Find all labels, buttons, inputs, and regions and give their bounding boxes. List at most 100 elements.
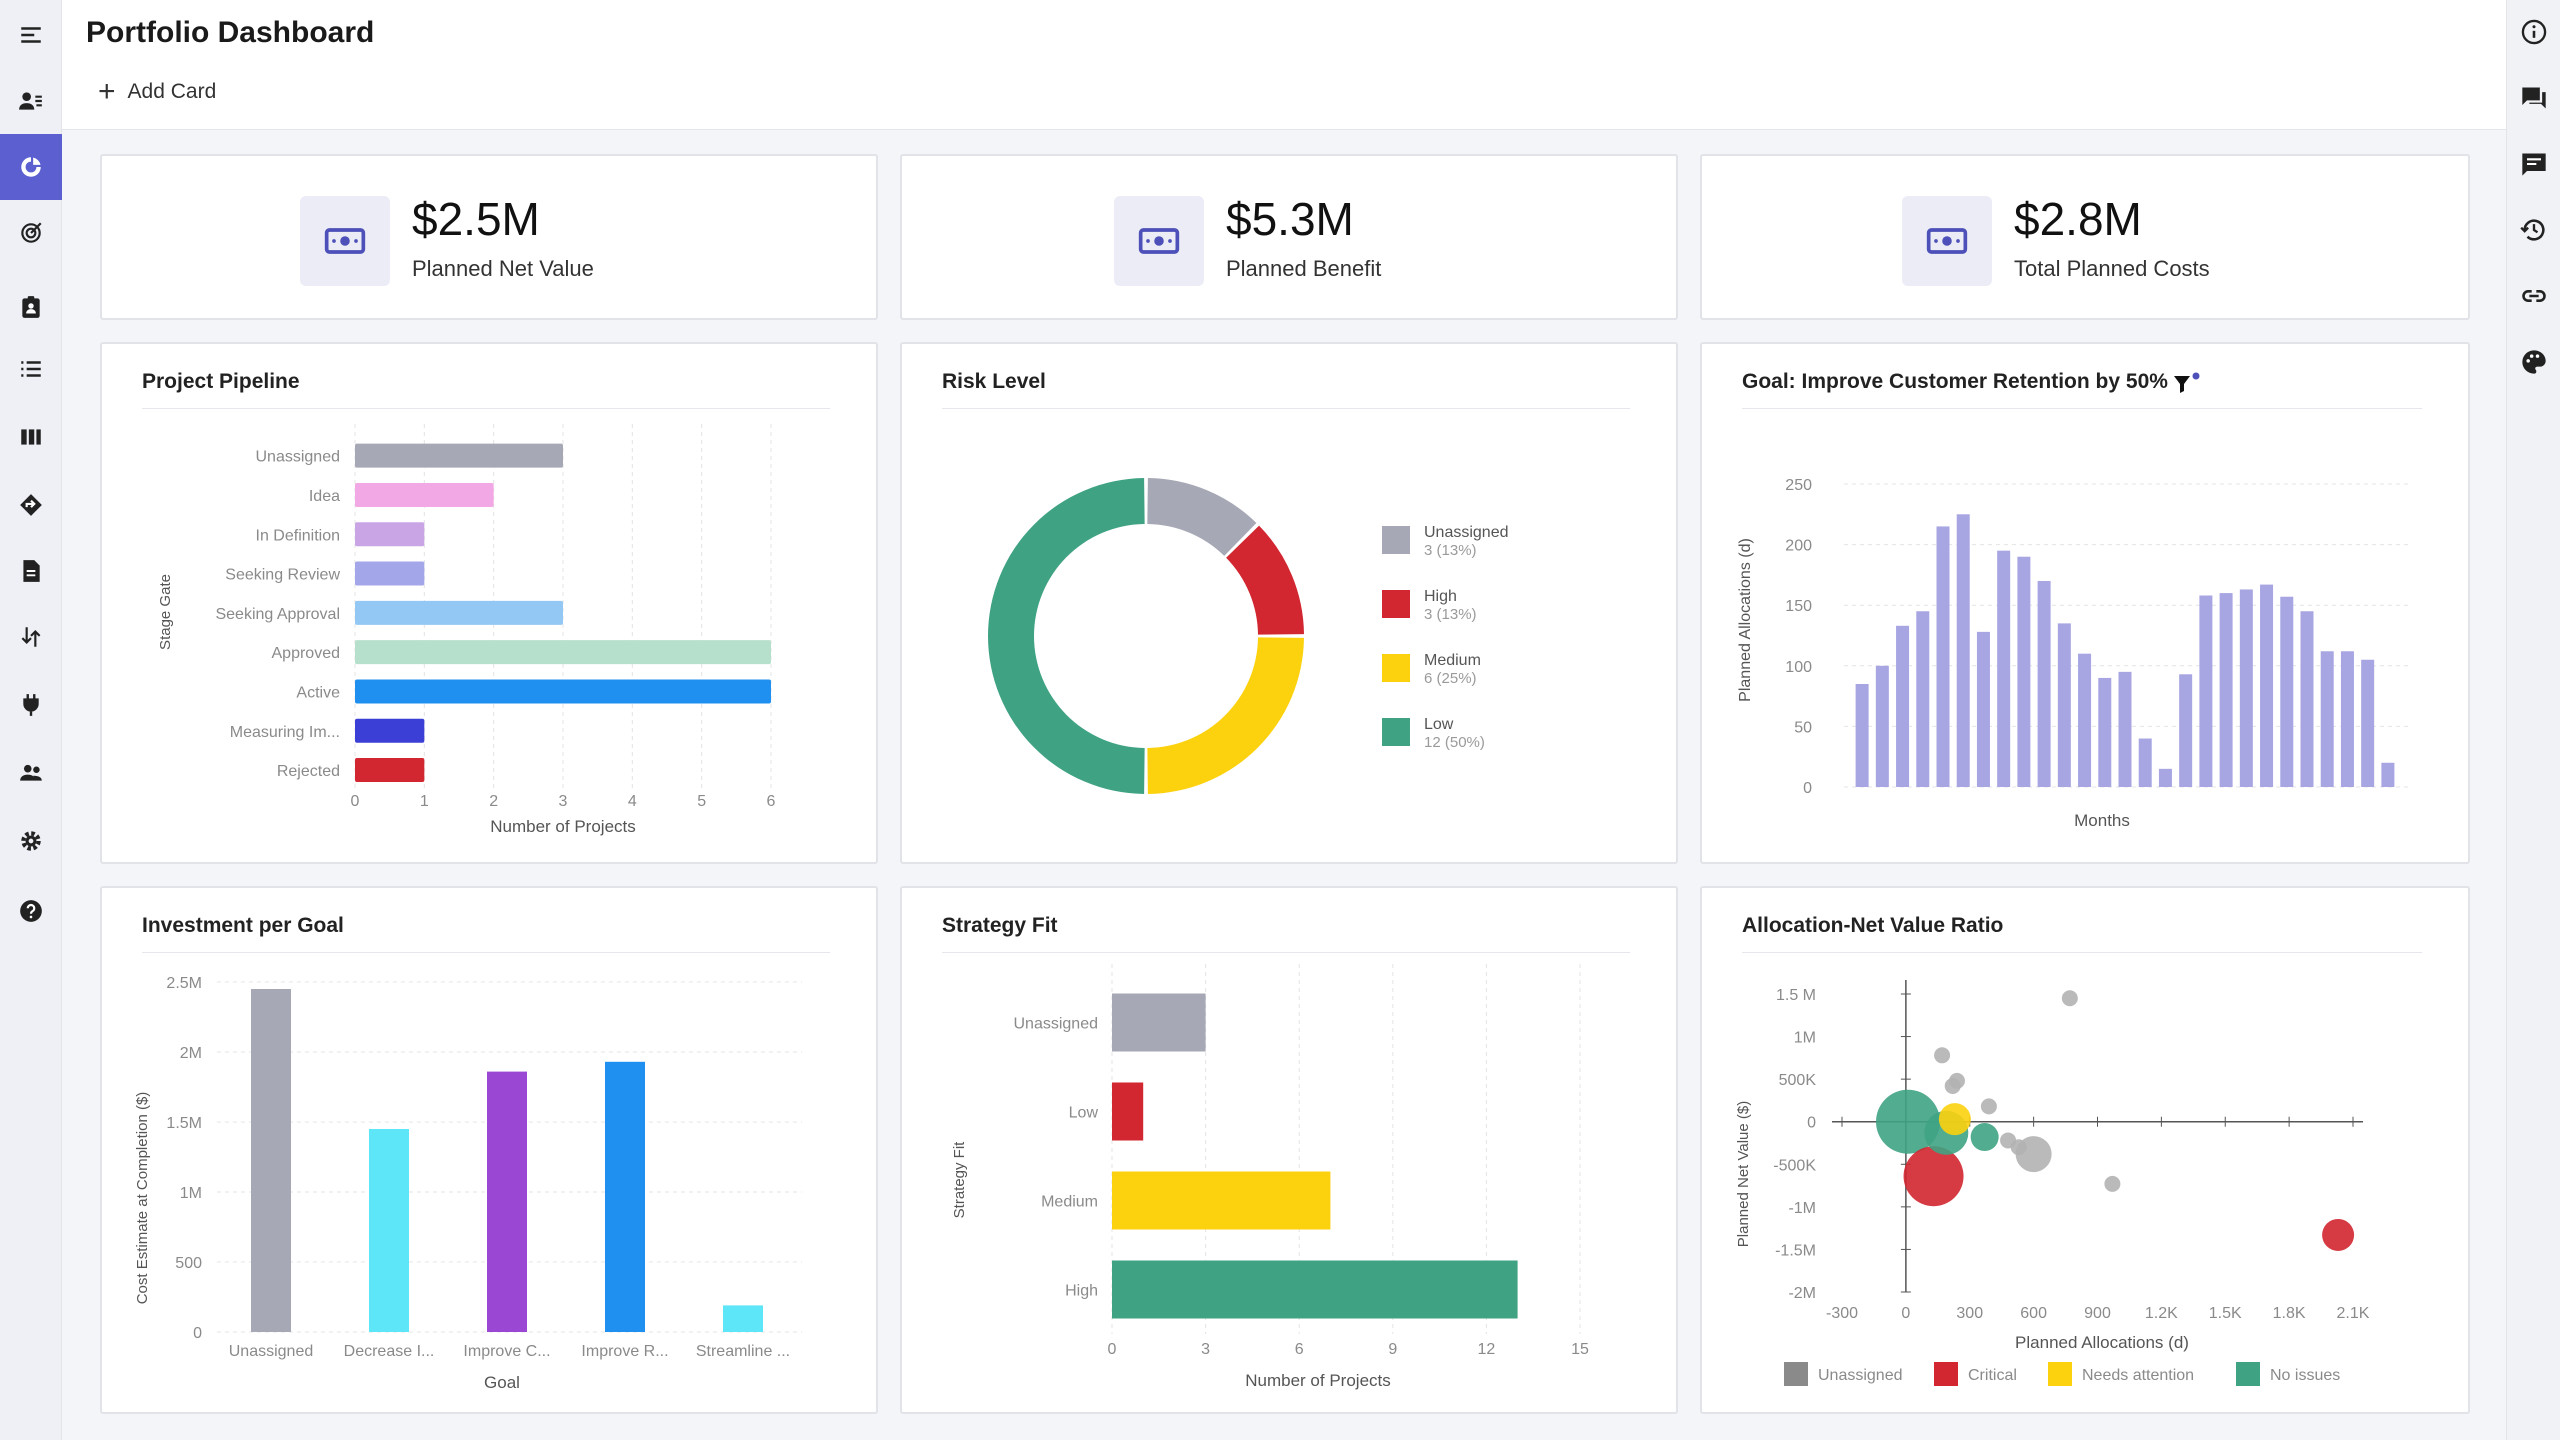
bar bbox=[2381, 762, 2395, 787]
x-tick-label: 2 bbox=[489, 793, 498, 810]
chat-icon[interactable] bbox=[2507, 70, 2560, 126]
category-label: Unassigned bbox=[1014, 1016, 1099, 1033]
bar bbox=[2260, 584, 2274, 787]
people-icon[interactable] bbox=[0, 740, 62, 806]
document-icon[interactable] bbox=[0, 538, 62, 604]
bar bbox=[355, 561, 425, 586]
bar bbox=[2158, 768, 2172, 787]
add-card-button[interactable]: + Add Card bbox=[98, 77, 216, 107]
feedback-icon[interactable] bbox=[2507, 136, 2560, 192]
x-tick-label: 600 bbox=[2020, 1305, 2047, 1322]
menu-icon[interactable] bbox=[0, 2, 62, 68]
kpi-value: $2.8M bbox=[2014, 193, 2142, 245]
target-icon[interactable] bbox=[0, 200, 62, 266]
card-title: Investment per Goal bbox=[142, 914, 344, 937]
bar bbox=[1956, 514, 1970, 787]
kpi-value: $2.5M bbox=[412, 193, 540, 245]
legend-swatch bbox=[1934, 1362, 1958, 1386]
plug-icon[interactable] bbox=[0, 672, 62, 738]
legend-value: 3 (13%) bbox=[1424, 606, 1477, 623]
y-tick-label: 0 bbox=[1807, 1115, 1816, 1132]
goal-card[interactable]: Goal: Improve Customer Retention by 50% … bbox=[1700, 342, 2470, 864]
x-tick-label: 0 bbox=[1901, 1305, 1910, 1322]
bar bbox=[2138, 738, 2152, 787]
money-icon bbox=[1114, 196, 1204, 286]
info-icon[interactable] bbox=[2507, 4, 2560, 60]
settings-icon[interactable] bbox=[0, 808, 62, 874]
y-tick-label: -2M bbox=[1788, 1285, 1816, 1302]
legend-swatch bbox=[2236, 1362, 2260, 1386]
x-tick-label: 2.1K bbox=[2337, 1305, 2370, 1322]
money-icon bbox=[300, 196, 390, 286]
category-label: High bbox=[1065, 1283, 1098, 1300]
clipboard-user-icon[interactable] bbox=[0, 274, 62, 340]
bar bbox=[355, 522, 425, 547]
y-tick-label: 500K bbox=[1779, 1072, 1817, 1089]
y-tick-label: 200 bbox=[1785, 538, 1812, 555]
legend-swatch bbox=[1382, 590, 1410, 618]
risk-level-card[interactable]: Risk Level Unassigned 3 (13%) High 3 (13%) M… bbox=[900, 342, 1678, 864]
filter-icon[interactable] bbox=[2172, 372, 2200, 401]
right-sidebar bbox=[2506, 0, 2560, 1440]
y-tick-label: -1.5M bbox=[1775, 1242, 1816, 1259]
bar bbox=[369, 1129, 409, 1332]
project-pipeline-chart: 0 1 2 3 4 5 6 Unassigned Idea In Definition Seekin… bbox=[157, 424, 776, 836]
bar bbox=[2280, 596, 2294, 787]
x-tick-label: 3 bbox=[559, 793, 568, 810]
left-sidebar bbox=[0, 0, 62, 1440]
link-icon[interactable] bbox=[2507, 268, 2560, 324]
allocation-card[interactable]: Allocation-Net Value Ratio -300 0 300 600 90… bbox=[1700, 886, 2470, 1414]
bar bbox=[2199, 595, 2213, 787]
category-label: Idea bbox=[309, 488, 340, 505]
category-label: Seeking Approval bbox=[215, 606, 340, 623]
scatter-point bbox=[1934, 1047, 1951, 1064]
bar bbox=[1112, 993, 1206, 1052]
kpi-card-net-value[interactable]: $2.5M Planned Net Value bbox=[100, 154, 878, 320]
list-icon[interactable] bbox=[0, 336, 62, 402]
legend-swatch bbox=[2048, 1362, 2072, 1386]
kpi-card-costs[interactable]: $2.8M Total Planned Costs bbox=[1700, 154, 2470, 320]
diamond-direction-icon[interactable] bbox=[0, 472, 62, 538]
history-icon[interactable] bbox=[2507, 202, 2560, 258]
palette-icon[interactable] bbox=[2507, 334, 2560, 390]
columns-icon[interactable] bbox=[0, 404, 62, 470]
bar bbox=[2098, 677, 2112, 787]
category-label: Streamline ... bbox=[696, 1343, 790, 1360]
pie-slice bbox=[1147, 478, 1257, 556]
legend-value: 6 (25%) bbox=[1424, 670, 1477, 687]
dashboard-icon[interactable] bbox=[0, 134, 62, 200]
bar bbox=[355, 718, 425, 743]
legend-label: Unassigned bbox=[1818, 1367, 1903, 1384]
y-tick-label: 150 bbox=[1785, 598, 1812, 615]
strategy-fit-card[interactable]: Strategy Fit 0 3 6 9 12 15 Unassigned Low Medium… bbox=[900, 886, 1678, 1414]
category-label: Active bbox=[296, 684, 340, 701]
legend-label: Critical bbox=[1968, 1367, 2017, 1384]
project-pipeline-card[interactable]: Project Pipeline 0 1 2 3 4 5 6 Unassigned Idea In… bbox=[100, 342, 878, 864]
category-label: Decrease I... bbox=[344, 1343, 435, 1360]
y-tick-label: 1.5M bbox=[166, 1115, 202, 1132]
card-title: Allocation-Net Value Ratio bbox=[1742, 914, 2004, 937]
kpi-label: Planned Benefit bbox=[1226, 256, 1382, 281]
scatter-point bbox=[2322, 1218, 2355, 1251]
bar bbox=[487, 1071, 527, 1332]
divider bbox=[1742, 952, 2422, 953]
card-title: Goal: Improve Customer Retention by 50% bbox=[1742, 370, 2168, 393]
bar bbox=[355, 482, 494, 507]
investment-card[interactable]: Investment per Goal 0 500 1M 1.5M 2M 2.5M Unas… bbox=[100, 886, 878, 1414]
divider bbox=[942, 408, 1630, 409]
kpi-card-benefit[interactable]: $5.3M Planned Benefit bbox=[900, 154, 1678, 320]
user-list-icon[interactable] bbox=[0, 68, 62, 134]
bar bbox=[1112, 1260, 1518, 1319]
bar bbox=[355, 600, 563, 625]
bar bbox=[1875, 665, 1889, 787]
transfer-icon[interactable] bbox=[0, 604, 62, 670]
y-tick-label: 50 bbox=[1794, 719, 1812, 736]
x-tick-label: 1 bbox=[420, 793, 429, 810]
x-tick-label: 5 bbox=[697, 793, 706, 810]
y-tick-label: -500K bbox=[1773, 1157, 1816, 1174]
help-icon[interactable] bbox=[0, 878, 62, 944]
legend-label: Medium bbox=[1424, 652, 1481, 669]
bar bbox=[355, 443, 563, 468]
bar bbox=[1896, 625, 1910, 787]
y-tick-label: 1.5 M bbox=[1776, 987, 1816, 1004]
